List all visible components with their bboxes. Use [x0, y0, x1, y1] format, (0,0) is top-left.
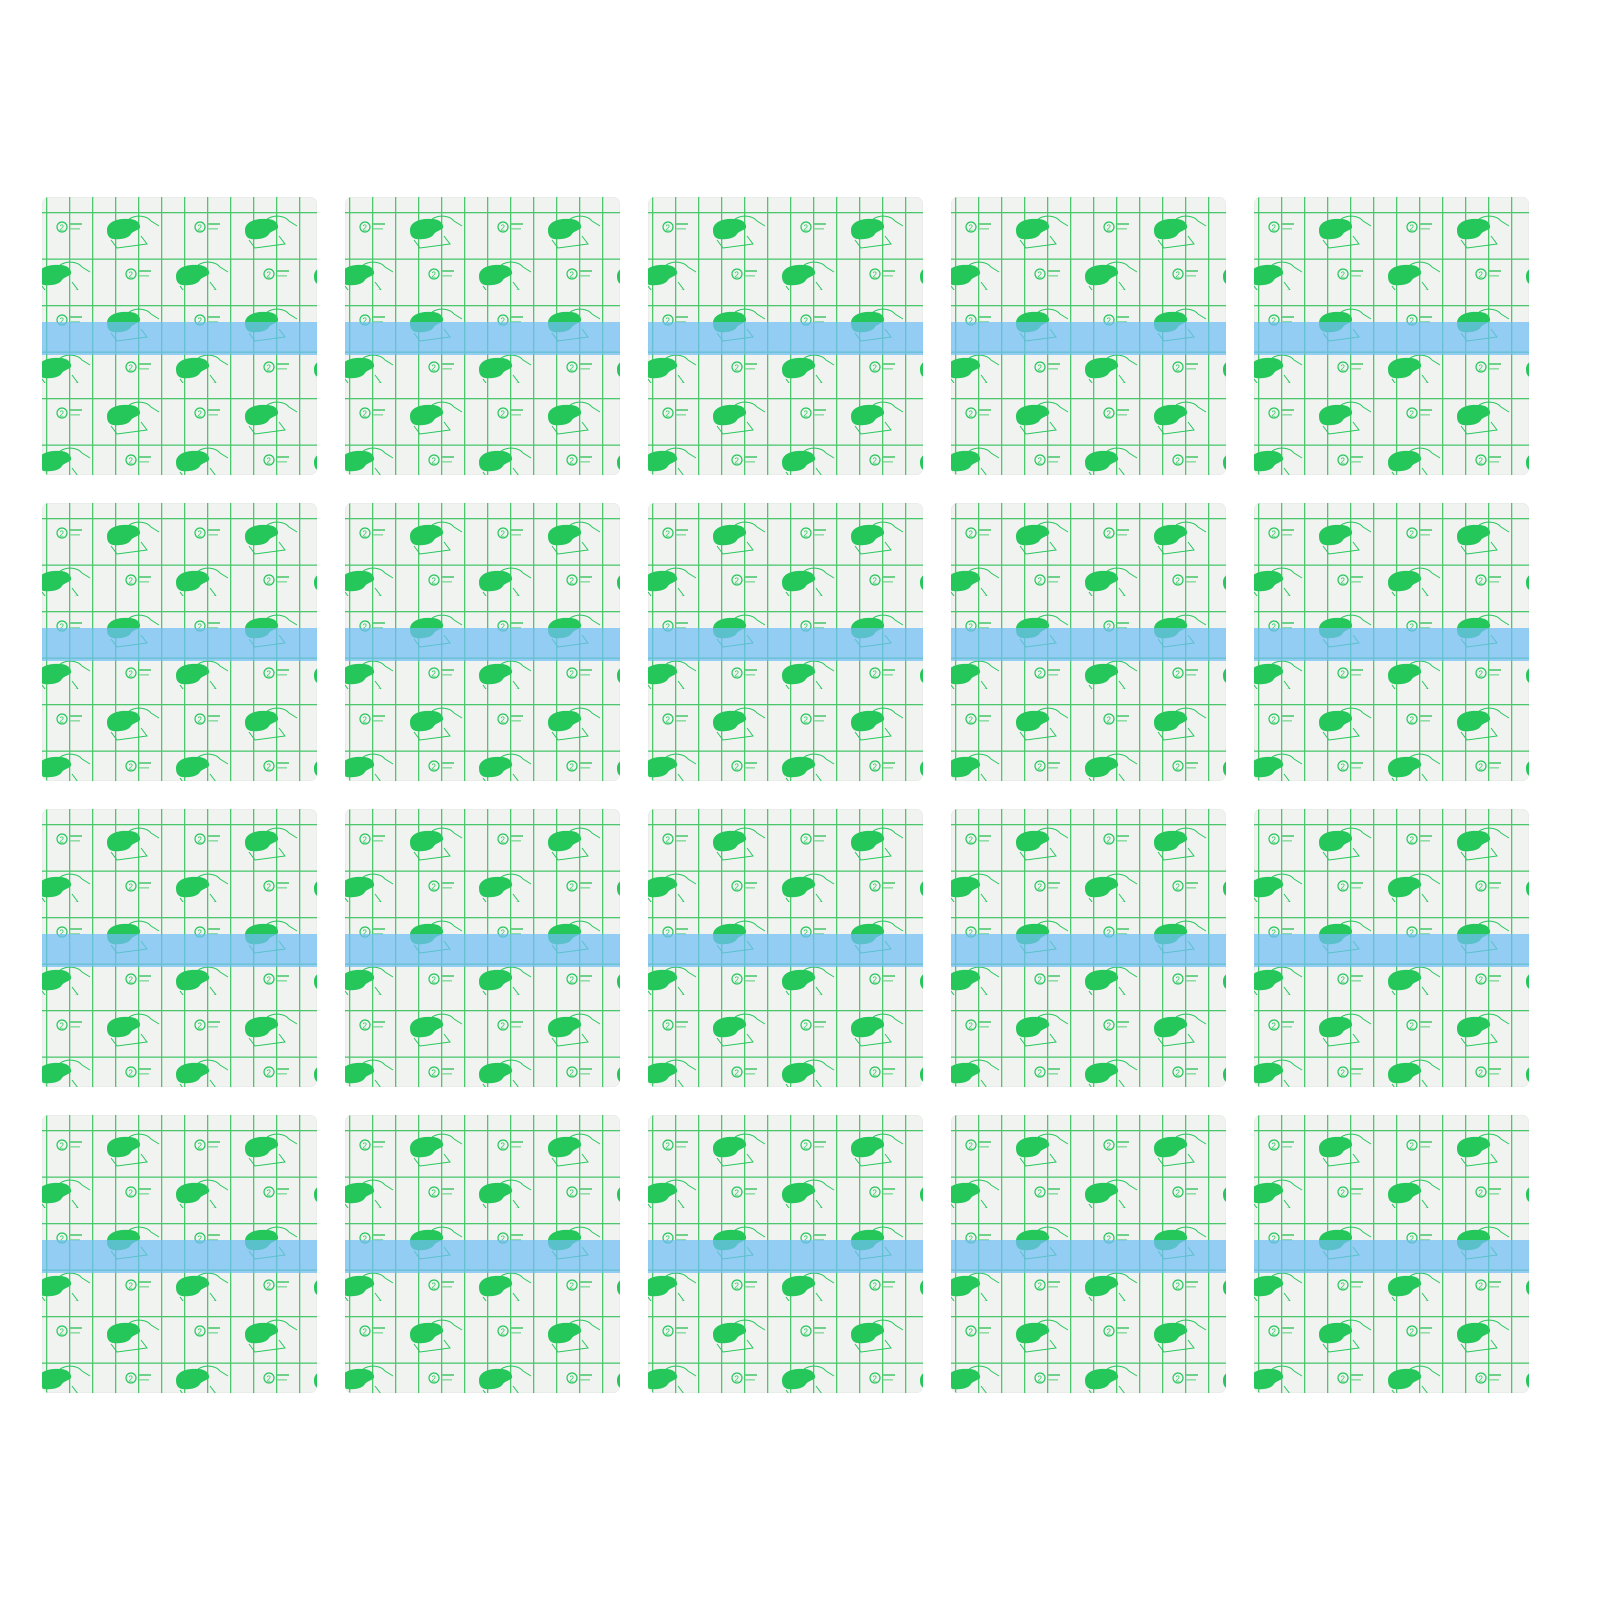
release-strip — [1254, 934, 1529, 967]
film-dressing-patch — [1254, 197, 1529, 475]
release-strip — [42, 934, 317, 967]
film-dressing-patch — [648, 809, 923, 1087]
release-strip — [345, 934, 620, 967]
film-dressing-patch — [42, 503, 317, 781]
release-strip — [951, 628, 1226, 661]
film-dressing-patch — [345, 1115, 620, 1393]
film-dressing-patch — [42, 809, 317, 1087]
release-strip — [951, 1240, 1226, 1273]
film-dressing-patch — [648, 197, 923, 475]
release-strip — [648, 934, 923, 967]
film-dressing-patch — [951, 503, 1226, 781]
film-dressing-patch — [345, 809, 620, 1087]
release-strip — [42, 322, 317, 355]
release-strip — [345, 1240, 620, 1273]
film-dressing-patch — [42, 197, 317, 475]
film-dressing-patch — [1254, 809, 1529, 1087]
release-strip — [345, 322, 620, 355]
release-strip — [648, 628, 923, 661]
release-strip — [1254, 1240, 1529, 1273]
film-dressing-patch — [951, 1115, 1226, 1393]
film-dressing-patch — [951, 809, 1226, 1087]
release-strip — [42, 1240, 317, 1273]
film-dressing-patch — [345, 503, 620, 781]
film-dressing-patch — [648, 503, 923, 781]
film-dressing-patch — [345, 197, 620, 475]
film-dressing-patch — [1254, 1115, 1529, 1393]
film-dressing-patch — [42, 1115, 317, 1393]
product-grid — [42, 197, 1529, 1393]
release-strip — [648, 1240, 923, 1273]
release-strip — [951, 934, 1226, 967]
release-strip — [345, 628, 620, 661]
film-dressing-patch — [1254, 503, 1529, 781]
release-strip — [42, 628, 317, 661]
release-strip — [648, 322, 923, 355]
release-strip — [1254, 322, 1529, 355]
film-dressing-patch — [648, 1115, 923, 1393]
release-strip — [1254, 628, 1529, 661]
release-strip — [951, 322, 1226, 355]
film-dressing-patch — [951, 197, 1226, 475]
